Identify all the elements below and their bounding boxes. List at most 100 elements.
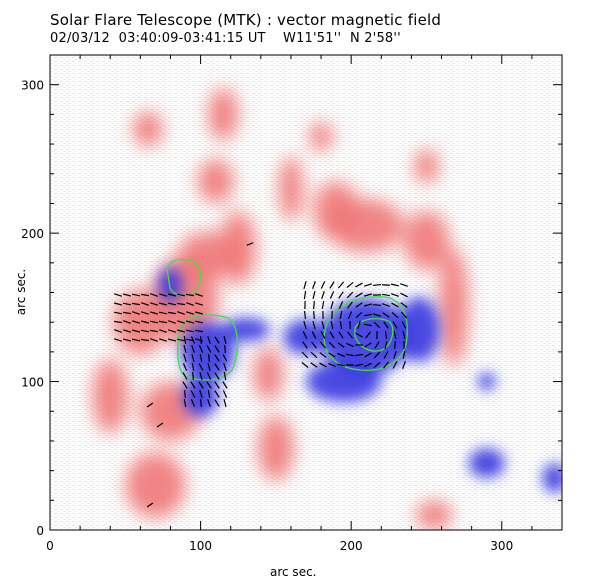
positive-region-3	[220, 210, 257, 286]
field-vector-162	[355, 282, 363, 288]
tick-labels: 0 100 200 300 0 100 200 300	[21, 79, 513, 553]
positive-region-7	[313, 181, 359, 241]
field-vector-66	[184, 389, 186, 399]
field-vector-89	[206, 381, 212, 389]
field-vector-130	[321, 320, 325, 330]
field-vector-209	[400, 302, 408, 308]
field-vector-199	[391, 293, 399, 297]
field-vector-133	[319, 352, 327, 358]
field-vector-73	[190, 381, 196, 389]
field-vector-91	[207, 399, 211, 407]
field-vector-214	[402, 350, 406, 360]
positive-region-17	[414, 148, 439, 185]
field-vector-38	[167, 311, 177, 315]
field-vector-115	[301, 351, 309, 359]
x-tick-label-1: 100	[189, 539, 212, 553]
field-vector-54	[195, 293, 203, 297]
field-vector-177	[364, 342, 372, 348]
field-vector-42	[176, 293, 186, 297]
field-vector-206	[392, 361, 398, 369]
field-vector-75	[190, 399, 196, 407]
field-vector-137	[330, 300, 334, 310]
field-vector-112	[303, 320, 307, 330]
field-vector-135	[329, 281, 335, 289]
negative-region-10	[542, 463, 562, 493]
negative-region-2	[158, 267, 183, 303]
field-vector-107	[223, 398, 227, 408]
y-tick-label-3: 300	[21, 79, 44, 93]
field-vector-4	[114, 329, 122, 333]
field-vector-94	[214, 354, 220, 362]
field-vector-195	[384, 340, 388, 350]
field-vector-109	[303, 290, 307, 300]
field-vector-102	[222, 354, 228, 362]
field-vector-205	[393, 351, 397, 359]
field-vector-32	[158, 311, 168, 315]
y-tick-label-1: 100	[21, 376, 44, 390]
positive-region-13	[92, 359, 129, 434]
field-vector-3	[113, 320, 123, 324]
field-vector-144	[337, 281, 345, 289]
x-axis-label: arc sec.	[270, 565, 317, 579]
field-vector-190	[381, 293, 391, 297]
field-vector-99	[214, 399, 220, 407]
field-vector-121	[312, 320, 316, 330]
field-vector-56	[194, 311, 204, 315]
field-vector-219	[146, 502, 154, 508]
field-vector-25	[150, 302, 158, 306]
field-vector-12	[131, 293, 141, 297]
field-vector-63	[182, 363, 188, 371]
field-vector-122	[311, 331, 317, 339]
field-vector-16	[131, 329, 141, 333]
field-vector-158	[346, 331, 354, 339]
field-vector-57	[194, 320, 204, 324]
positive-region-16	[208, 87, 239, 142]
field-vector-93	[214, 345, 220, 353]
field-vector-212	[402, 330, 406, 340]
field-vector-97	[214, 381, 220, 389]
field-vector-143	[328, 362, 336, 368]
field-vector-120	[313, 310, 315, 320]
field-vector-14	[132, 311, 140, 315]
field-vector-23	[140, 338, 150, 342]
field-vector-1	[113, 302, 123, 306]
field-vector-182	[372, 304, 382, 306]
positive-region-1	[113, 289, 168, 355]
field-vector-77	[198, 345, 204, 353]
plot-title: Solar Flare Telescope (MTK) : vector mag…	[50, 11, 442, 29]
field-vector-146	[338, 301, 344, 309]
field-vector-48	[185, 293, 195, 297]
field-vector-114	[302, 341, 308, 349]
field-vector-210	[400, 311, 408, 319]
field-vector-41	[167, 338, 177, 342]
field-vector-203	[393, 330, 397, 340]
field-vector-141	[328, 341, 336, 349]
field-vector-200	[391, 302, 399, 308]
field-vector-218	[156, 422, 164, 428]
field-vector-62	[183, 354, 187, 362]
negative-region-9	[468, 448, 505, 479]
field-vector-147	[339, 310, 343, 320]
negative-region-8	[477, 372, 496, 391]
field-vector-64	[182, 372, 188, 380]
field-vector-124	[310, 351, 318, 359]
field-vector-131	[320, 331, 326, 339]
field-vector-0	[114, 293, 122, 297]
field-vector-105	[222, 381, 228, 389]
field-vector-65	[182, 381, 188, 389]
field-vector-98	[214, 390, 220, 398]
field-vector-153	[346, 281, 354, 289]
field-vector-167	[355, 332, 363, 338]
field-vector-79	[198, 363, 204, 371]
field-vector-83	[200, 398, 202, 408]
field-vector-35	[159, 338, 167, 342]
field-vector-155	[347, 301, 353, 309]
field-vector-104	[223, 371, 227, 381]
field-vector-81	[198, 381, 204, 389]
field-vector-202	[392, 321, 398, 329]
field-vector-28	[149, 329, 159, 333]
field-vector-37	[167, 302, 177, 306]
field-vector-151	[337, 352, 345, 358]
field-vector-176	[365, 331, 371, 339]
